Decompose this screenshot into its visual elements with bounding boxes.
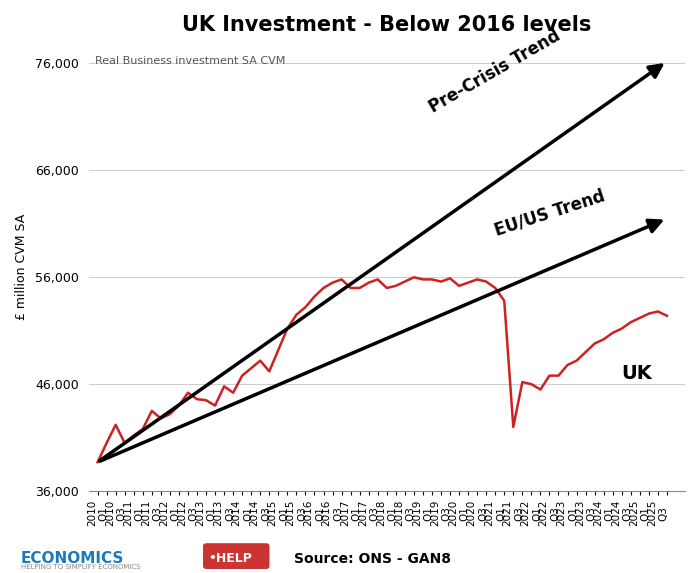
Text: Pre-Crisis Trend: Pre-Crisis Trend [426,27,564,117]
Y-axis label: £ million CVM SA: £ million CVM SA [15,214,28,320]
Text: EU/US Trend: EU/US Trend [492,187,607,240]
Title: UK Investment - Below 2016 levels: UK Investment - Below 2016 levels [182,15,592,35]
Text: Source: ONS - GAN8: Source: ONS - GAN8 [294,552,451,566]
Text: Real Business investment SA CVM: Real Business investment SA CVM [94,56,285,65]
Text: UK: UK [622,364,652,383]
FancyBboxPatch shape [203,543,270,569]
Text: ECONOMICS: ECONOMICS [21,551,125,566]
Text: •HELP: •HELP [209,552,253,565]
Text: HELPING TO SIMPLIFY ECONOMICS: HELPING TO SIMPLIFY ECONOMICS [21,564,141,570]
